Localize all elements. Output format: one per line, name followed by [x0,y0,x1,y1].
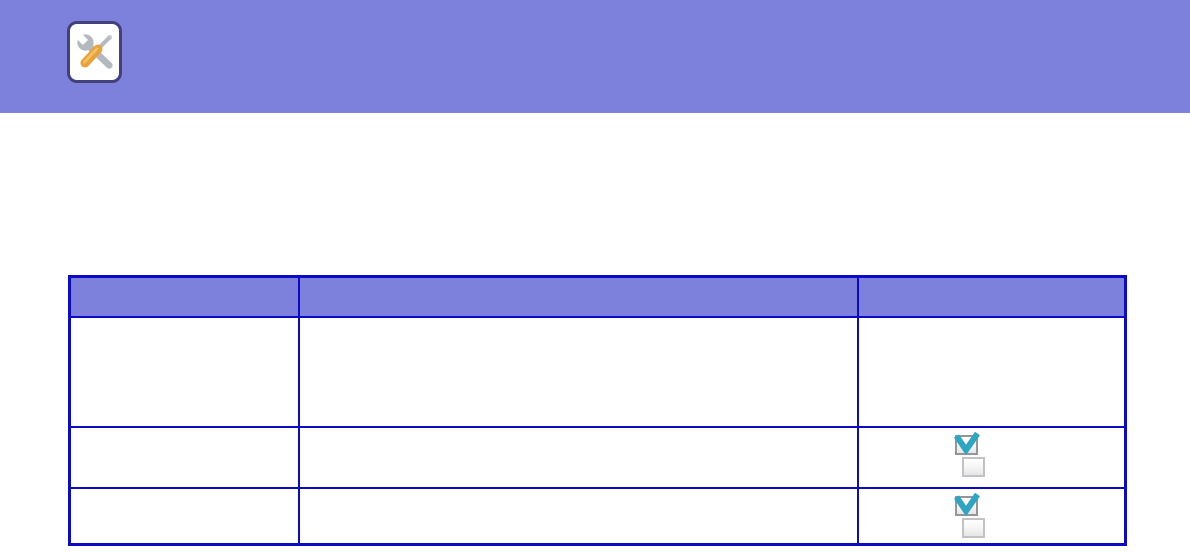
tools-icon [73,31,113,69]
table-cell [68,316,300,428]
checkbox-stack [859,428,1125,477]
table-header-cell [297,275,859,318]
table-cell [68,487,300,546]
table-cell [856,487,1127,546]
table-header-cell [856,275,1127,318]
table-cell [297,487,859,546]
table-row [68,487,1127,546]
table-cell [68,426,300,489]
table-header-row [68,275,1127,318]
table-cell [297,426,859,489]
table-cell [297,316,859,428]
table-row [68,316,1127,428]
checkbox-stack [859,318,1125,325]
settings-table-wrap [68,275,1127,546]
system-settings-icon-box [67,21,122,83]
table-cell [856,316,1127,428]
table-cell [856,426,1127,489]
page-header-band [0,0,1190,113]
settings-table [68,275,1127,546]
table-header-cell [68,275,300,318]
checkbox-unchecked-icon[interactable] [961,518,985,538]
checkbox-unchecked-icon[interactable] [961,457,985,477]
checkbox-checked-icon[interactable] [953,492,980,517]
table-row [68,426,1127,489]
checkbox-stack [859,489,1125,538]
checkbox-checked-icon[interactable] [953,431,980,456]
